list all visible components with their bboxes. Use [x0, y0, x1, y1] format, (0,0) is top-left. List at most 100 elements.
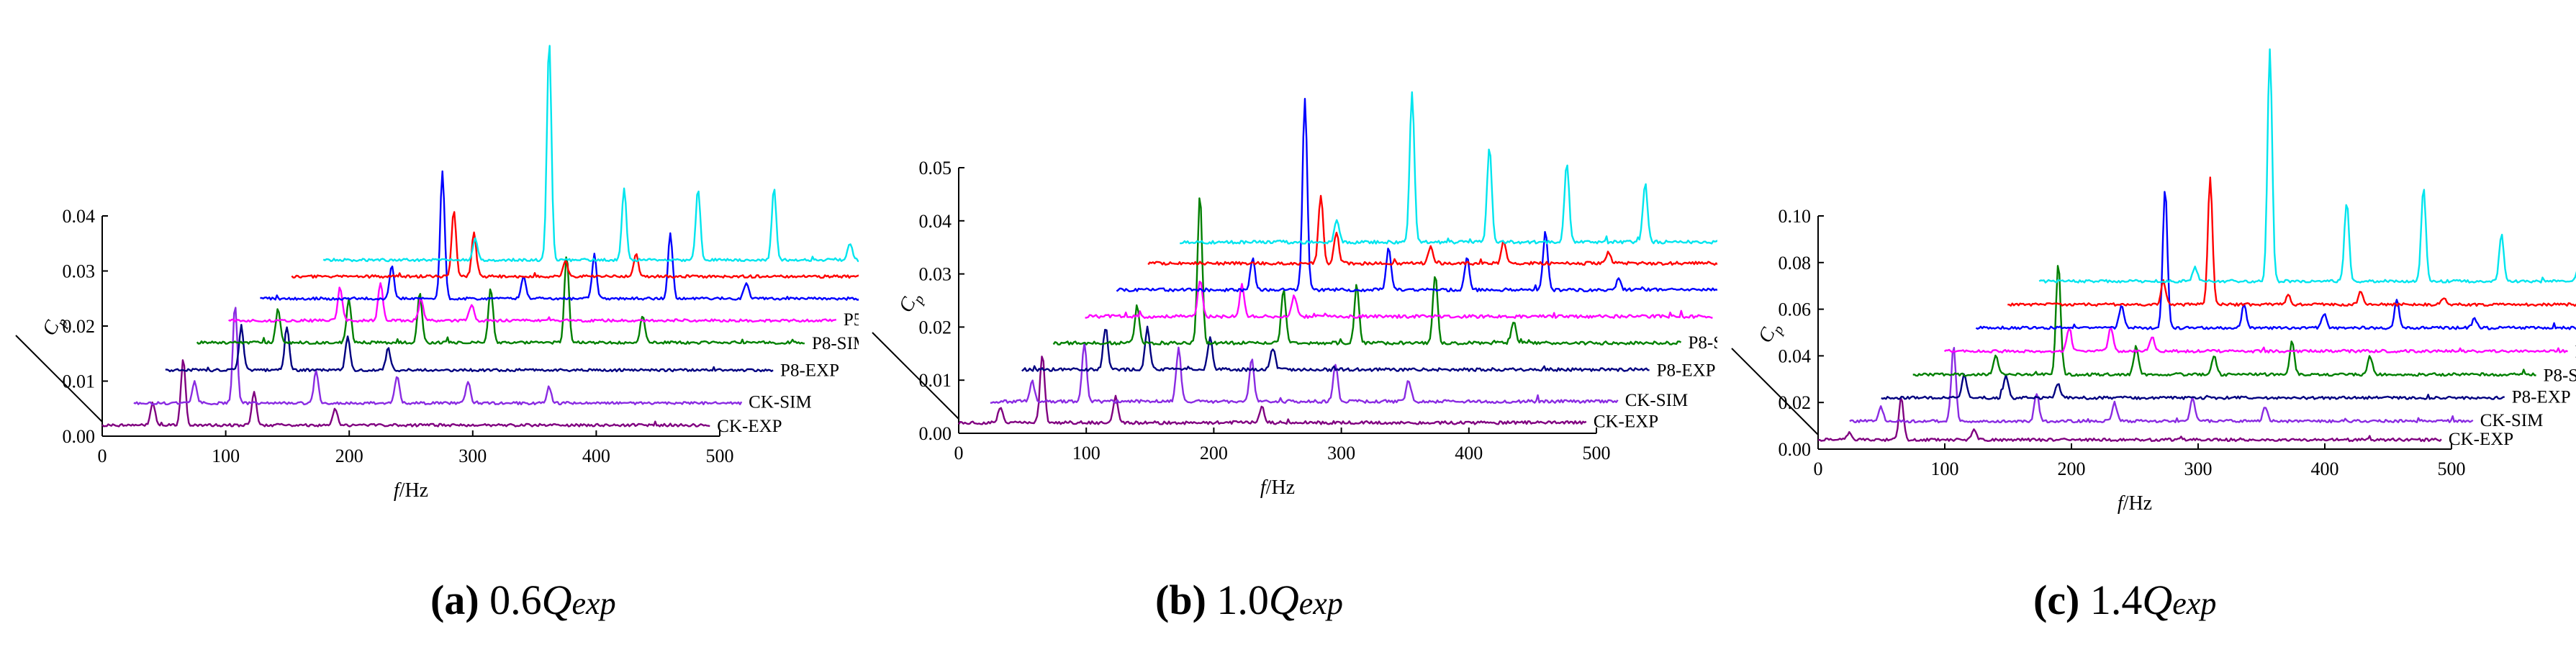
- y-tick-label: 0.01: [63, 371, 96, 392]
- caption-c-value: 1.4: [2089, 577, 2143, 623]
- y-tick-label: 0.04: [1779, 345, 1812, 366]
- series-line-p5-sim: [1975, 191, 2576, 330]
- series-line-p1-exp: [1147, 194, 1717, 266]
- series-line-p8-exp: [165, 324, 774, 373]
- series-label-ck-sim: CK-SIM: [1625, 391, 1689, 410]
- y-tick-label: 0.02: [63, 316, 96, 337]
- x-tick-label: 100: [1072, 443, 1101, 464]
- y-tick-label: 0.03: [919, 264, 952, 285]
- x-axis-title: f/Hz: [394, 479, 428, 502]
- x-tick-label: 200: [335, 446, 363, 466]
- x-tick-label: 0: [1814, 458, 1823, 479]
- depth-axis-line-b: [872, 332, 959, 420]
- series-label-p8-sim: P8-SIM: [1688, 333, 1717, 353]
- caption-a-sub: exp: [571, 586, 616, 621]
- series-line-p8-sim: [196, 256, 805, 345]
- x-tick-label: 400: [1455, 443, 1483, 464]
- series-line-ck-exp: [958, 356, 1587, 425]
- series-line-p1-sim: [322, 45, 859, 263]
- x-tick-label: 300: [458, 446, 487, 466]
- depth-axis-line-a: [15, 335, 103, 422]
- series-line-ck-sim: [1849, 347, 2474, 424]
- caption-b-letter: (b): [1155, 577, 1206, 623]
- y-tick-label: 0.03: [63, 261, 96, 282]
- y-tick-label: 0.08: [1779, 253, 1812, 274]
- panel-a-chart: 0 100 200 300 400 500 0.00 0.01 0.02 0.03 0.04 f/Hz…: [15, 45, 859, 502]
- y-tick-label: 0.00: [63, 426, 96, 447]
- x-axis-title: f/Hz: [1260, 476, 1295, 499]
- panel-c-chart: 0 100 200 300 400 500 0.00 0.02 0.04 0.06 0.08 0.10…: [1731, 48, 2576, 515]
- caption-c: (c) 1.4Qexp: [2033, 576, 2216, 624]
- y-tick-label: 0.04: [919, 211, 952, 232]
- y-tick-label: 0.00: [919, 423, 952, 444]
- x-tick-label: 200: [2058, 458, 2086, 479]
- caption-a-symbol: Q: [541, 577, 572, 623]
- x-tick-label: 500: [1583, 443, 1611, 464]
- series-label-ck-exp: CK-EXP: [2449, 430, 2513, 449]
- x-tick-label: 0: [98, 446, 107, 466]
- series-line-p8-exp: [1021, 325, 1650, 372]
- caption-c-sub: exp: [2172, 586, 2217, 621]
- series-line-p5-exp: [228, 282, 837, 323]
- caption-a-letter: (a): [430, 577, 479, 623]
- series-line-p8-sim: [1912, 265, 2536, 377]
- series-line-p5-sim: [260, 170, 859, 301]
- series-line-p1-sim: [1180, 91, 1717, 245]
- series-line-p8-sim: [1052, 197, 1682, 345]
- series-line-ck-exp: [101, 359, 710, 428]
- x-tick-label: 200: [1200, 443, 1228, 464]
- caption-b-value: 1.0: [1216, 577, 1269, 623]
- x-tick-label: 400: [582, 446, 610, 466]
- y-tick-label: 0.10: [1779, 206, 1812, 227]
- x-tick-label: 500: [2438, 458, 2466, 479]
- y-tick-label: 0.00: [1779, 439, 1812, 460]
- series-line-ck-sim: [990, 341, 1619, 404]
- series-line-p5-exp: [1085, 281, 1713, 319]
- series-label-ck-sim: CK-SIM: [749, 392, 812, 412]
- y-tick-label: 0.02: [919, 317, 952, 338]
- y-tick-label: 0.05: [919, 158, 952, 178]
- y-tick-label: 0.01: [919, 370, 952, 391]
- caption-c-letter: (c): [2033, 577, 2080, 623]
- x-axis-title: f/Hz: [2118, 492, 2152, 515]
- caption-a: (a) 0.6Qexp: [430, 576, 616, 624]
- caption-b-sub: exp: [1298, 586, 1343, 621]
- series-label-ck-exp: CK-EXP: [717, 417, 782, 436]
- series-label-p8-sim: P8-SIM: [2544, 366, 2576, 385]
- series-label-p8-exp: P8-EXP: [2512, 387, 2571, 407]
- series-line-p5-exp: [1943, 327, 2568, 354]
- series-line-ck-exp: [1817, 397, 2442, 443]
- x-tick-label: 400: [2311, 458, 2339, 479]
- x-tick-label: 100: [212, 446, 240, 466]
- y-tick-label: 0.04: [63, 206, 96, 227]
- y-tick-label: 0.06: [1779, 299, 1812, 320]
- series-line-p1-exp: [291, 211, 859, 279]
- series-line-p8-exp: [1881, 373, 2505, 400]
- series-label-p5-exp: P5-EXP: [844, 310, 859, 330]
- x-tick-label: 100: [1931, 458, 1959, 479]
- y-tick-label: 0.02: [1779, 392, 1812, 413]
- caption-a-value: 0.6: [489, 577, 542, 623]
- series-line-p5-sim: [1116, 98, 1717, 293]
- caption-c-symbol: Q: [2142, 577, 2173, 623]
- series-line-p1-exp: [2007, 176, 2576, 307]
- caption-b: (b) 1.0Qexp: [1155, 576, 1343, 624]
- y-axis-title: Cp: [1754, 318, 1787, 349]
- x-tick-label: 300: [1327, 443, 1355, 464]
- series-line-p1-sim: [2038, 48, 2576, 284]
- series-label-p8-exp: P8-EXP: [780, 361, 839, 380]
- depth-axis-line-c: [1731, 348, 1819, 435]
- caption-b-symbol: Q: [1268, 577, 1299, 623]
- y-axis-title: Cp: [895, 287, 928, 318]
- panel-b-chart: 0 100 200 300 400 500 0.00 0.01 0.02 0.03 0.04 0.05…: [872, 91, 1717, 499]
- series-label-p5-exp: P5-EXP: [2575, 342, 2576, 361]
- x-tick-label: 500: [706, 446, 734, 466]
- series-label-ck-sim: CK-SIM: [2480, 411, 2544, 430]
- x-tick-label: 0: [954, 443, 964, 464]
- series-label-ck-exp: CK-EXP: [1594, 412, 1658, 432]
- series-line-ck-sim: [133, 307, 743, 406]
- series-label-p8-exp: P8-EXP: [1657, 361, 1716, 380]
- x-tick-label: 300: [2184, 458, 2213, 479]
- series-label-p8-sim: P8-SIM: [812, 334, 859, 353]
